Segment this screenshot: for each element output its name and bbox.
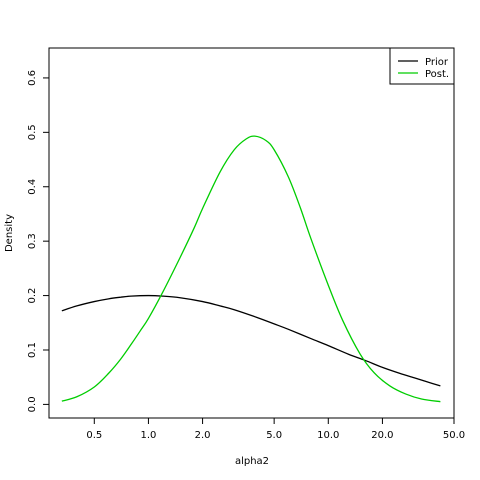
x-tick-label: 20.0 [371, 430, 393, 441]
series-line-prior [61, 294, 441, 387]
y-tick-label: 0.2 [27, 288, 38, 304]
x-tick-label: 0.5 [86, 430, 102, 441]
legend-box [389, 47, 455, 85]
y-axis-label: Density [4, 214, 15, 252]
y-tick-label: 0.4 [27, 179, 38, 195]
y-tick-label: 0.3 [27, 233, 38, 249]
y-tick-label: 0.0 [27, 396, 38, 412]
plot-frame [48, 47, 455, 419]
x-tick-label: 2.0 [195, 430, 211, 441]
series-line-post [61, 135, 441, 403]
y-tick-label: 0.1 [27, 342, 38, 358]
x-tick-label: 5.0 [266, 430, 282, 441]
legend-label: Post. [425, 69, 449, 80]
x-axis-label: alpha2 [235, 456, 269, 467]
x-tick-label: 1.0 [140, 430, 156, 441]
y-tick-label: 0.6 [27, 70, 38, 86]
axes-layer: 0.5 1.0 2.0 5.0 10.0 20.0 50.0 0.0 0.1 0.2 0.3 0.4 0… [27, 70, 465, 441]
x-tick-label: 10.0 [317, 430, 339, 441]
legend-label: Prior [425, 57, 449, 68]
series-layer [61, 135, 441, 403]
y-tick-label: 0.5 [27, 124, 38, 140]
x-tick-label: 50.0 [443, 430, 465, 441]
